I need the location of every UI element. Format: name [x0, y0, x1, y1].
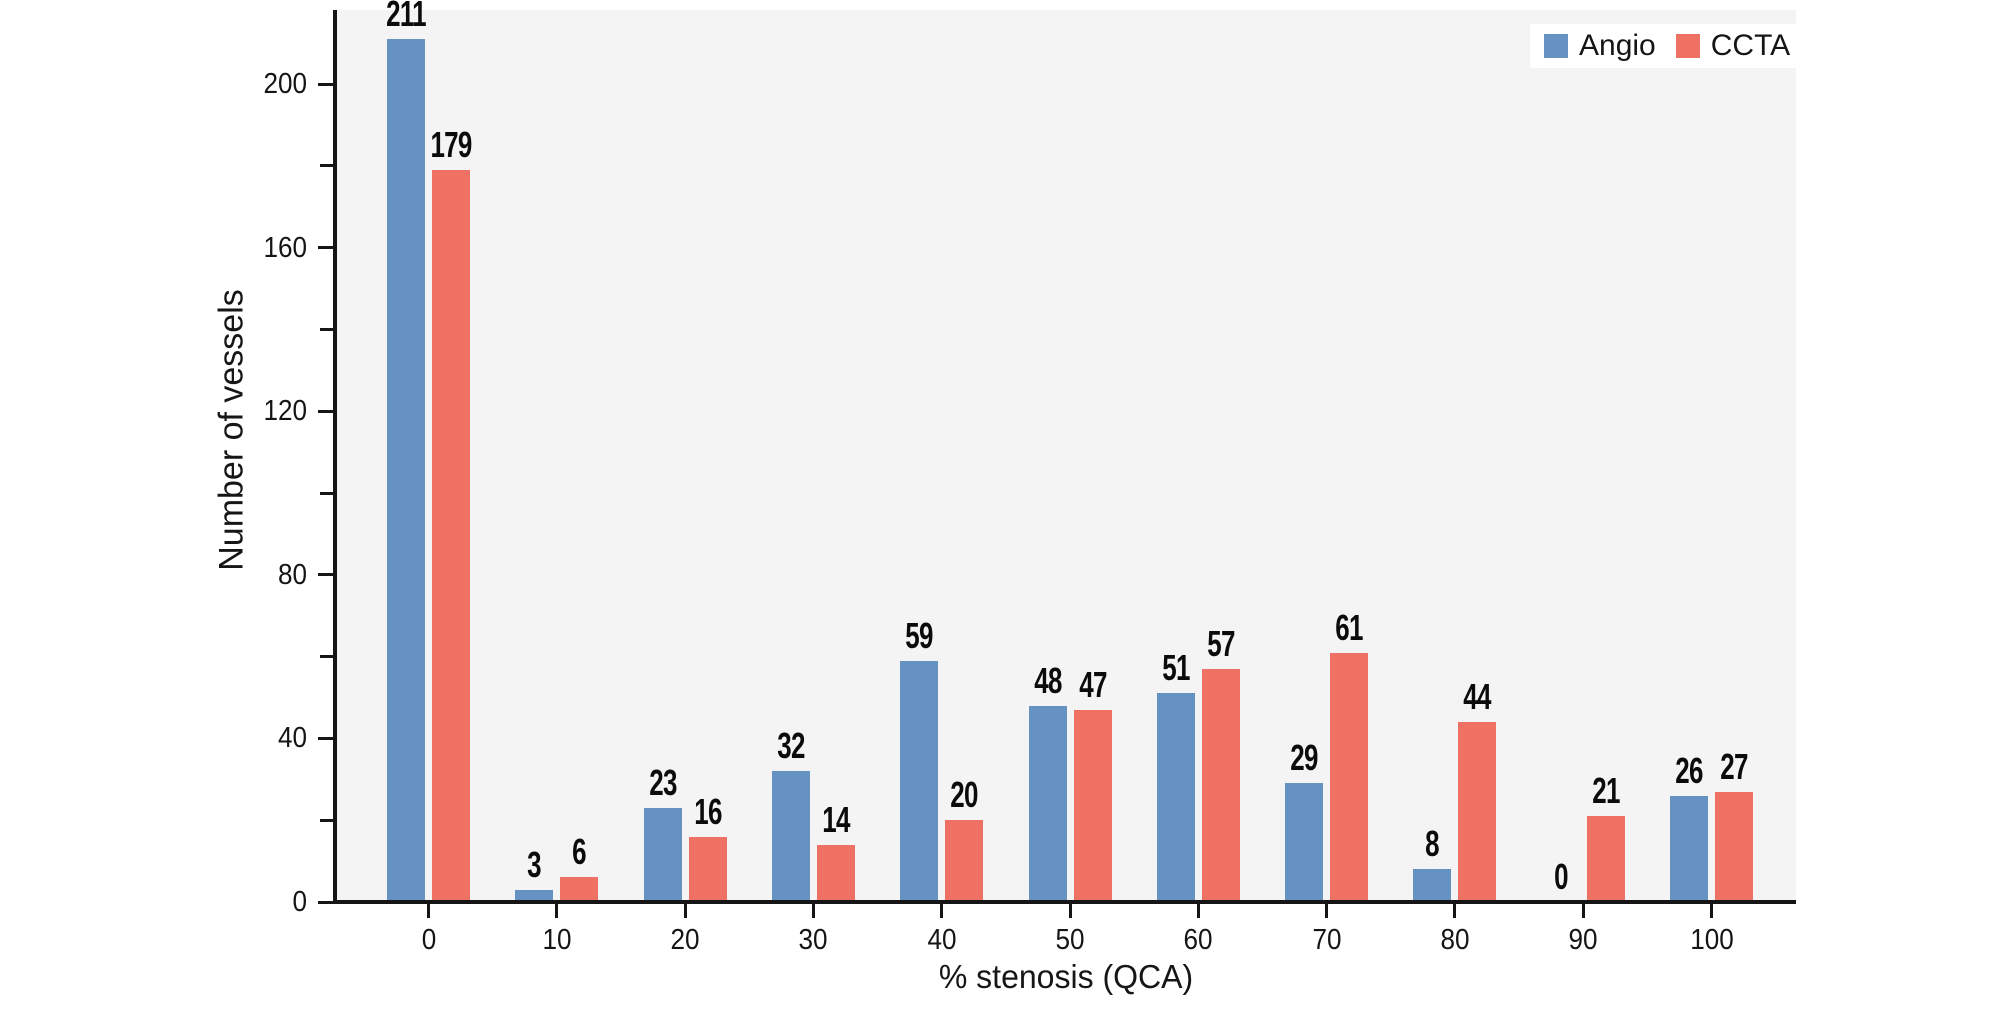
y-tick-label: 40 — [277, 722, 307, 755]
x-tick-label: 20 — [670, 924, 700, 956]
x-tick-label: 90 — [1568, 924, 1598, 956]
y-tick-major — [318, 900, 333, 904]
bar-ccta — [945, 820, 984, 902]
x-tick — [1710, 904, 1713, 918]
bar-ccta — [816, 844, 855, 902]
bar-ccta — [432, 169, 470, 902]
bar-value-label: 6 — [572, 831, 587, 873]
x-axis-title: % stenosis (QCA) — [938, 958, 1194, 995]
y-tick-label: 200 — [263, 68, 307, 100]
x-tick-label: 40 — [927, 924, 957, 956]
y-tick-major — [318, 82, 333, 86]
bar-value-label: 0 — [1553, 856, 1568, 897]
bar-ccta — [560, 877, 599, 902]
bar-angio — [1028, 705, 1067, 902]
bar-value-label: 21 — [1591, 770, 1620, 812]
y-tick-minor — [320, 491, 333, 495]
bar-ccta — [1586, 816, 1625, 902]
y-tick-minor — [320, 164, 333, 168]
y-tick-major — [318, 246, 333, 250]
x-tick — [683, 904, 687, 918]
x-tick — [1581, 904, 1585, 918]
y-tick-label: 120 — [263, 395, 307, 428]
y-tick-label: 160 — [263, 231, 307, 264]
bar-value-label: 51 — [1162, 647, 1190, 689]
bar-ccta — [1715, 791, 1753, 902]
y-tick-major — [318, 736, 333, 740]
x-tick-label: 50 — [1055, 924, 1085, 956]
bar-value-label: 29 — [1290, 737, 1318, 779]
x-tick-label: 0 — [421, 924, 436, 956]
y-tick-minor — [320, 818, 333, 822]
bar-angio — [1156, 693, 1195, 902]
y-tick-minor — [320, 655, 333, 659]
x-tick-label: 70 — [1312, 924, 1342, 956]
x-tick — [1453, 904, 1457, 918]
bar-ccta — [688, 836, 727, 902]
bar-value-label: 57 — [1207, 622, 1235, 664]
bar-value-label: 47 — [1078, 663, 1107, 705]
x-tick-label: 100 — [1689, 924, 1734, 956]
bar-value-label: 16 — [693, 790, 722, 832]
bar-value-label: 44 — [1463, 676, 1492, 718]
y-tick-major — [318, 409, 333, 413]
bar-value-label: 3 — [527, 843, 542, 885]
bar-value-label: 32 — [777, 725, 805, 767]
bar-ccta — [1458, 722, 1497, 902]
y-tick-major — [318, 573, 333, 577]
bar-angio — [387, 39, 425, 902]
legend: Angio CCTA — [1530, 24, 1813, 68]
legend-swatch-angio — [1544, 34, 1568, 58]
y-tick-label: 0 — [292, 886, 307, 918]
bar-ccta — [1201, 668, 1240, 902]
bar-value-label: 48 — [1033, 659, 1062, 701]
legend-swatch-ccta — [1675, 34, 1700, 58]
plot-area — [337, 10, 1796, 902]
bar-angio — [771, 771, 810, 902]
x-tick — [1325, 904, 1329, 918]
x-tick — [811, 904, 815, 918]
bar-angio — [515, 889, 554, 902]
y-tick-label: 80 — [277, 558, 307, 591]
bar-value-label: 14 — [822, 798, 850, 840]
bar-value-label: 211 — [386, 0, 426, 35]
x-tick — [940, 904, 944, 918]
x-tick — [1068, 904, 1072, 918]
y-axis-line — [333, 10, 337, 904]
bar-ccta — [1330, 652, 1369, 902]
x-tick-label: 30 — [798, 924, 828, 956]
bar-value-label: 179 — [430, 123, 472, 165]
bar-angio — [1670, 795, 1708, 902]
x-tick-label: 80 — [1440, 924, 1470, 956]
legend-label-angio: Angio — [1579, 29, 1656, 62]
bar-angio — [900, 660, 939, 902]
legend-label-ccta: CCTA — [1710, 29, 1791, 62]
bar-value-label: 20 — [950, 774, 978, 816]
x-tick — [1196, 904, 1200, 918]
x-tick — [555, 904, 559, 918]
bar-value-label: 27 — [1720, 745, 1748, 787]
bar-value-label: 61 — [1335, 606, 1363, 648]
bar-angio — [643, 807, 682, 902]
x-tick — [427, 904, 430, 918]
bar-value-label: 26 — [1675, 749, 1703, 791]
bar-ccta — [1073, 709, 1112, 902]
y-tick-minor — [320, 327, 333, 331]
bar-angio — [1285, 783, 1324, 902]
bar-value-label: 23 — [648, 761, 677, 803]
x-tick-label: 60 — [1183, 924, 1213, 956]
y-axis-title: Number of vessels — [212, 289, 251, 571]
x-axis-line — [333, 900, 1796, 904]
bar-value-label: 8 — [1425, 823, 1440, 865]
bar-angio — [1413, 869, 1452, 902]
x-tick-label: 10 — [542, 924, 572, 956]
bar-value-label: 59 — [905, 614, 933, 656]
